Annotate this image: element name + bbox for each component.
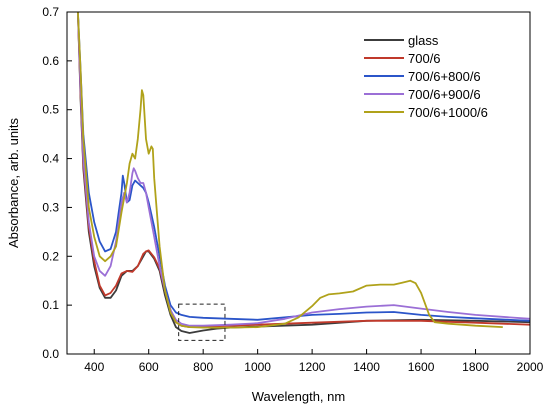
x-tick-label: 800 [193, 360, 213, 374]
legend-label-2: 700/6 [408, 51, 441, 66]
legend-label-5: 700/6+1000/6 [408, 105, 488, 120]
x-tick-label: 1000 [244, 360, 271, 374]
y-tick-label: 0.5 [42, 103, 59, 117]
series-line-4 [77, 12, 530, 327]
zoom-region-box [178, 303, 226, 341]
y-axis-title: Absorbance, arb. units [6, 117, 21, 248]
y-tick-label: 0.2 [42, 249, 59, 263]
legend-label-3: 700/6+800/6 [408, 69, 481, 84]
plot-frame [66, 11, 531, 355]
x-tick-label: 1400 [353, 360, 380, 374]
y-tick-label: 0.1 [42, 298, 59, 312]
legend: glass 700/6 700/6+800/6 700/6+900/6 700/6+10… [364, 33, 488, 120]
legend-label-1: glass [408, 33, 439, 48]
x-tick-label: 2000 [517, 360, 544, 374]
y-tick-label: 0.0 [42, 347, 59, 361]
series-line-2 [77, 12, 530, 328]
x-tick-label: 400 [84, 360, 104, 374]
y-tick-label: 0.7 [42, 5, 59, 19]
y-tick-label: 0.4 [42, 152, 59, 166]
x-tick-label: 600 [139, 360, 159, 374]
x-tick-label: 1800 [462, 360, 489, 374]
y-tick-label: 0.3 [42, 200, 59, 214]
legend-label-4: 700/6+900/6 [408, 87, 481, 102]
ticks-layer: 400 600 800 1000 1200 1400 1600 1800 2000 0.0 0.1 0… [42, 5, 543, 374]
series-line-5 [77, 12, 503, 329]
y-tick-label: 0.6 [42, 54, 59, 68]
series-layer [77, 12, 530, 334]
x-tick-label: 1200 [299, 360, 326, 374]
x-tick-label: 1600 [408, 360, 435, 374]
x-axis-title: Wavelength, nm [252, 389, 345, 404]
